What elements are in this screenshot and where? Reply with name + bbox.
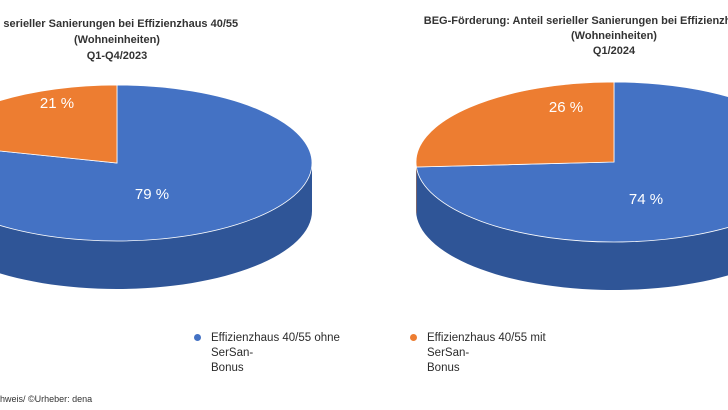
pie-slice-2 [415, 81, 615, 168]
pie-slice-label-2: 26 % [549, 99, 583, 116]
pie-side [0, 163, 312, 289]
legend-label-line-2: Bonus [427, 362, 460, 374]
pie-labels: 74 % 26 % [549, 99, 663, 208]
chart-title-line-2: (Wohneinheiten) [571, 30, 657, 42]
pie-slice-2 [0, 84, 118, 164]
pie-chart-q1-2024: BEG-Förderung: Anteil serieller Sanierun… [415, 15, 728, 290]
pie-slice-label-1: 74 % [629, 191, 663, 208]
pie-slice-side-1 [416, 167, 728, 290]
pie-chart-2023: rderung: Anteil serieller Sanierungen be… [0, 18, 313, 289]
legend-label-line-2: Bonus [211, 362, 244, 374]
pie-slice-1 [415, 81, 728, 243]
source-credit: hweis/ ©Urheber: dena [0, 394, 93, 404]
chart-title-line-1: rderung: Anteil serieller Sanierungen be… [0, 18, 238, 30]
pie-slice-side-1 [0, 163, 312, 289]
pie-side [416, 162, 728, 290]
pie-top [415, 81, 728, 243]
legend-swatch-blue [194, 334, 201, 341]
pie-slice-label-1: 79 % [135, 186, 169, 203]
chart-title-line-1: BEG-Förderung: Anteil serieller Sanierun… [424, 15, 728, 27]
legend-label-line-1: Effizienzhaus 40/55 mit SerSan- [427, 332, 546, 359]
chart-title-line-2: (Wohneinheiten) [74, 34, 160, 46]
legend-item-ohne-bonus: Effizienzhaus 40/55 ohne SerSan- Bonus [194, 331, 361, 376]
pie-top [0, 84, 313, 242]
pie-slice-1 [0, 84, 313, 242]
chart-title-line-3: Q1/2024 [593, 45, 636, 57]
pie-slice-label-2: 21 % [40, 95, 74, 112]
chart-title-line-3: Q1-Q4/2023 [87, 50, 148, 62]
legend-label-line-1: Effizienzhaus 40/55 ohne SerSan- [211, 332, 340, 359]
legend-swatch-orange [410, 334, 417, 341]
pie-labels: 79 % 21 % [40, 95, 169, 203]
legend-item-mit-bonus: Effizienzhaus 40/55 mit SerSan- Bonus [410, 331, 577, 376]
